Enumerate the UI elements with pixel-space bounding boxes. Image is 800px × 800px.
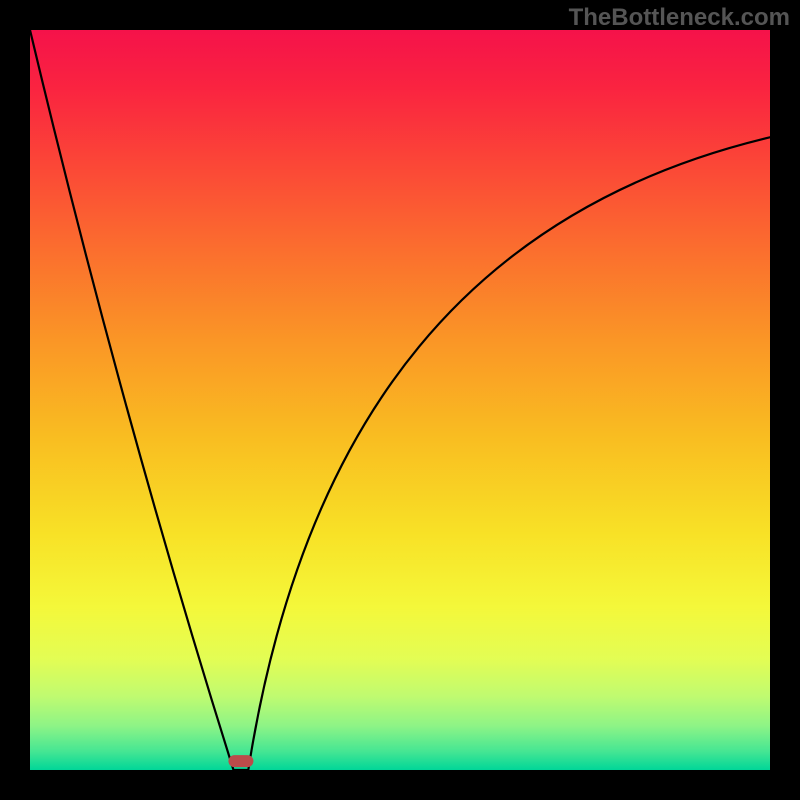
chart-frame: TheBottleneck.com xyxy=(0,0,800,800)
plot-area xyxy=(30,30,770,770)
watermark-text: TheBottleneck.com xyxy=(569,4,790,32)
curve-minimum-marker xyxy=(228,755,253,767)
bottleneck-curve xyxy=(30,30,770,770)
